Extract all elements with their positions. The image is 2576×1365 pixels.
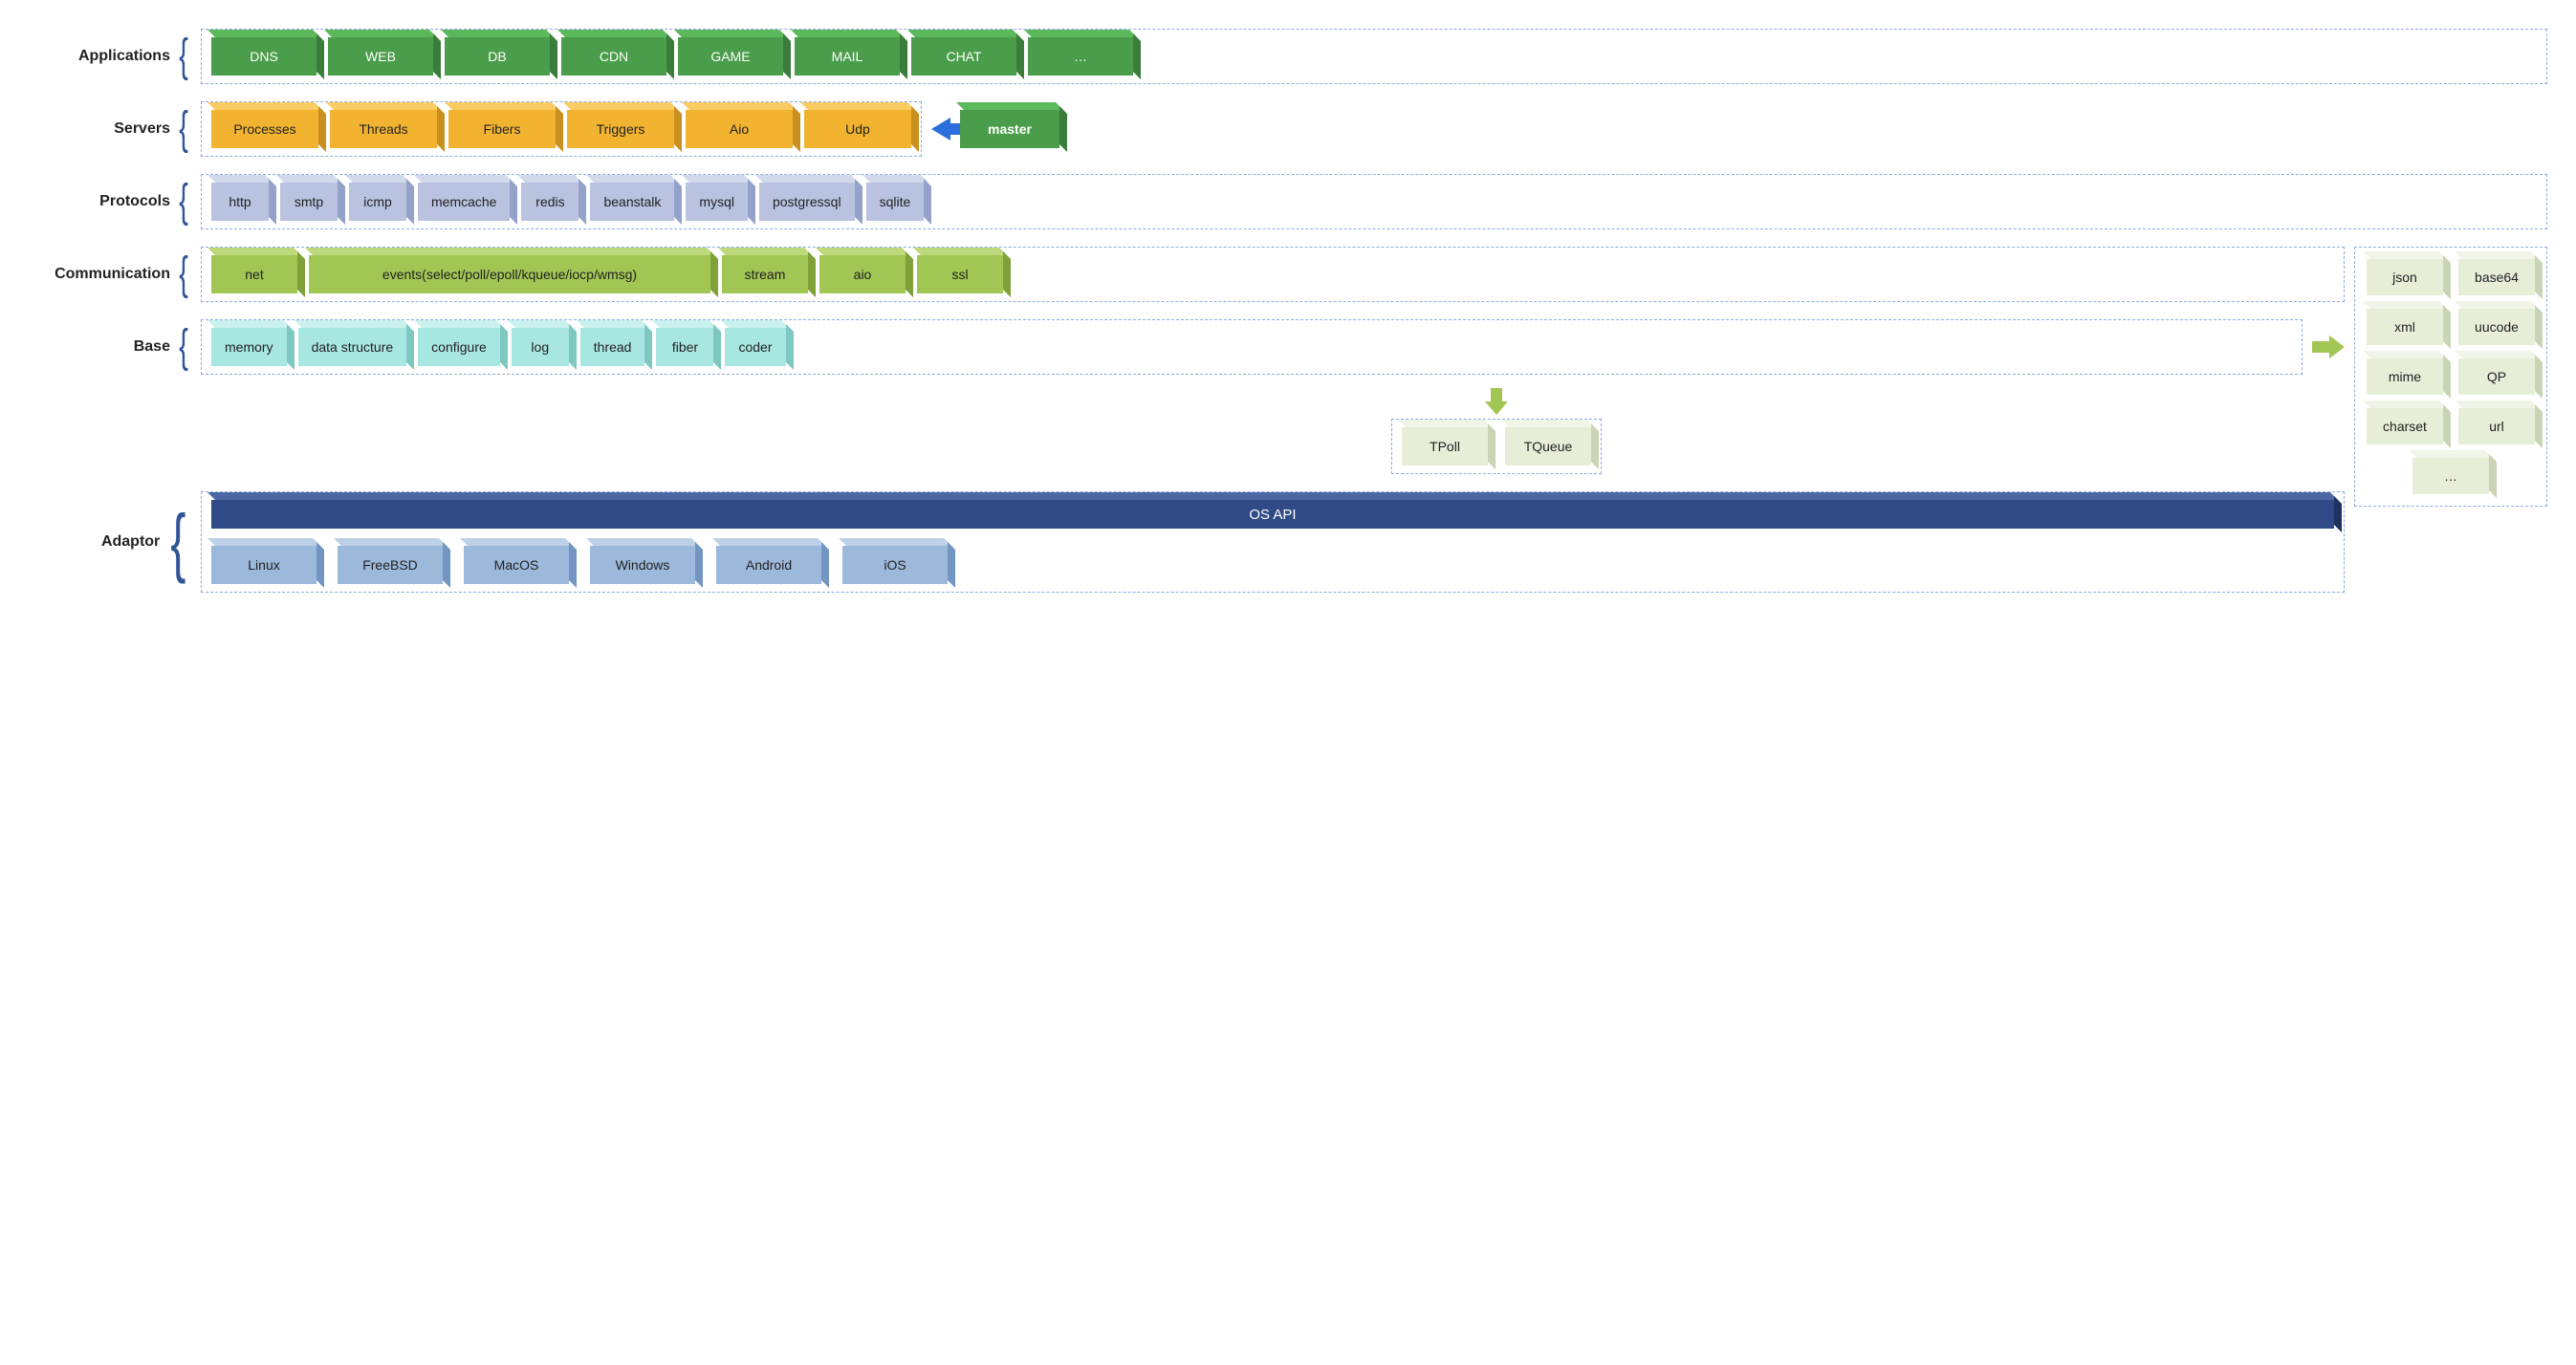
label-applications: Applications {: [29, 40, 191, 73]
label-base: Base {: [29, 331, 191, 363]
box-protocol: icmp: [349, 183, 406, 221]
box-comm: net: [211, 255, 297, 293]
box-server: Udp: [804, 110, 911, 148]
box-base: thread: [580, 328, 645, 366]
box-comm: ssl: [917, 255, 1003, 293]
row-adaptor: Adaptor { OS API Linux FreeBSD MacOS Window…: [29, 491, 2345, 593]
row-servers: Servers { Processes Threads Fibers Triggers…: [29, 101, 2547, 157]
box-comm: aio: [819, 255, 906, 293]
label-servers: Servers {: [29, 113, 191, 145]
box-protocol: postgressql: [759, 183, 855, 221]
box-protocol: sqlite: [866, 183, 925, 221]
group-adaptor: OS API Linux FreeBSD MacOS Windows Android iO…: [201, 491, 2345, 593]
box-protocol: redis: [521, 183, 579, 221]
label-adaptor: Adaptor {: [29, 515, 191, 569]
group-communication: net events(select/poll/epoll/kqueue/iocp/…: [201, 247, 2345, 302]
arrow-left-icon: [931, 118, 950, 141]
row-applications: Applications { DNS WEB DB CDN GAME MAIL CHAT …: [29, 29, 2547, 84]
label-text-communication: Communication: [55, 266, 170, 283]
label-text-applications: Applications: [78, 48, 170, 65]
box-coder-child: mime: [2367, 358, 2443, 395]
box-coder-child: QP: [2458, 358, 2535, 395]
label-text-servers: Servers: [114, 120, 170, 138]
box-protocol: mysql: [686, 183, 748, 221]
box-server: Triggers: [567, 110, 674, 148]
box-coder-child: uucode: [2458, 309, 2535, 345]
box-protocol: http: [211, 183, 269, 221]
box-app: DNS: [211, 37, 317, 76]
box-coder-child: xml: [2367, 309, 2443, 345]
row-communication: Communication { net events(select/poll/ep…: [29, 247, 2547, 593]
box-app: GAME: [678, 37, 783, 76]
group-applications: DNS WEB DB CDN GAME MAIL CHAT …: [201, 29, 2547, 84]
box-server: Aio: [686, 110, 793, 148]
box-app: WEB: [328, 37, 433, 76]
box-coder-child: base64: [2458, 259, 2535, 295]
group-protocols: http smtp icmp memcache redis beanstalk mysqlp…: [201, 174, 2547, 229]
box-platform: Android: [716, 546, 821, 584]
group-thread-children: TPoll TQueue: [1391, 419, 1602, 474]
box-comm: events(select/poll/epoll/kqueue/iocp/wms…: [309, 255, 710, 293]
row-base: Base { memory data structure configure logt…: [29, 319, 2345, 375]
box-platform: MacOS: [464, 546, 569, 584]
box-thread-child: TQueue: [1505, 427, 1591, 466]
box-app: …: [1028, 37, 1133, 76]
box-server: Threads: [330, 110, 437, 148]
thread-subgroup: TPoll TQueue: [648, 388, 2345, 474]
box-coder-child: json: [2367, 259, 2443, 295]
box-platform: iOS: [842, 546, 948, 584]
box-server: Processes: [211, 110, 318, 148]
box-osapi: OS API: [211, 500, 2334, 529]
architecture-diagram: Applications { DNSWEBDBCDNGAMEMAILCHAT… …: [29, 29, 2547, 593]
box-coder-child: charset: [2367, 408, 2443, 444]
box-protocol: smtp: [280, 183, 338, 221]
box-base: configure: [418, 328, 500, 366]
box-platform: Windows: [590, 546, 695, 584]
brace-icon: {: [179, 258, 188, 291]
brace-icon: {: [179, 113, 188, 145]
box-thread-child: TPoll: [1402, 427, 1488, 466]
label-communication: Communication {: [29, 258, 191, 291]
brace-icon: {: [179, 331, 188, 363]
box-platform: FreeBSD: [338, 546, 443, 584]
box-base: fiber: [656, 328, 713, 366]
label-text-adaptor: Adaptor: [101, 533, 160, 551]
box-comm: stream: [722, 255, 808, 293]
label-protocols: Protocols {: [29, 185, 191, 218]
box-protocol: memcache: [418, 183, 510, 221]
box-platform: Linux: [211, 546, 317, 584]
box-server: Fibers: [448, 110, 556, 148]
box-base: coder: [725, 328, 785, 366]
arrow-right-icon: [2312, 336, 2345, 358]
box-protocol: beanstalk: [590, 183, 674, 221]
group-platforms: Linux FreeBSD MacOS Windows Android iOS: [211, 546, 2334, 584]
row-protocols: Protocols { http smtp icmp memcache redis bea…: [29, 174, 2547, 229]
brace-icon: {: [179, 40, 188, 73]
box-coder-child: url: [2458, 408, 2535, 444]
group-base: memory data structure configure log thread fi…: [201, 319, 2303, 375]
arrow-down-icon: [1486, 388, 1507, 415]
box-master: master: [960, 110, 1059, 148]
box-base: log: [512, 328, 569, 366]
brace-icon: {: [171, 515, 186, 569]
label-text-base: Base: [134, 338, 170, 356]
box-app: CDN: [561, 37, 666, 76]
box-base: data structure: [298, 328, 407, 366]
group-servers: Processes Threads Fibers Triggers Aio Udp: [201, 101, 922, 157]
brace-icon: {: [179, 185, 188, 218]
box-app: CHAT: [911, 37, 1016, 76]
group-coder-children: json base64 xml uucode mime QP charset url …: [2354, 247, 2547, 507]
label-text-protocols: Protocols: [99, 193, 170, 210]
box-coder-child: …: [2412, 458, 2489, 494]
box-app: MAIL: [795, 37, 900, 76]
box-base: memory: [211, 328, 287, 366]
box-app: DB: [445, 37, 550, 76]
